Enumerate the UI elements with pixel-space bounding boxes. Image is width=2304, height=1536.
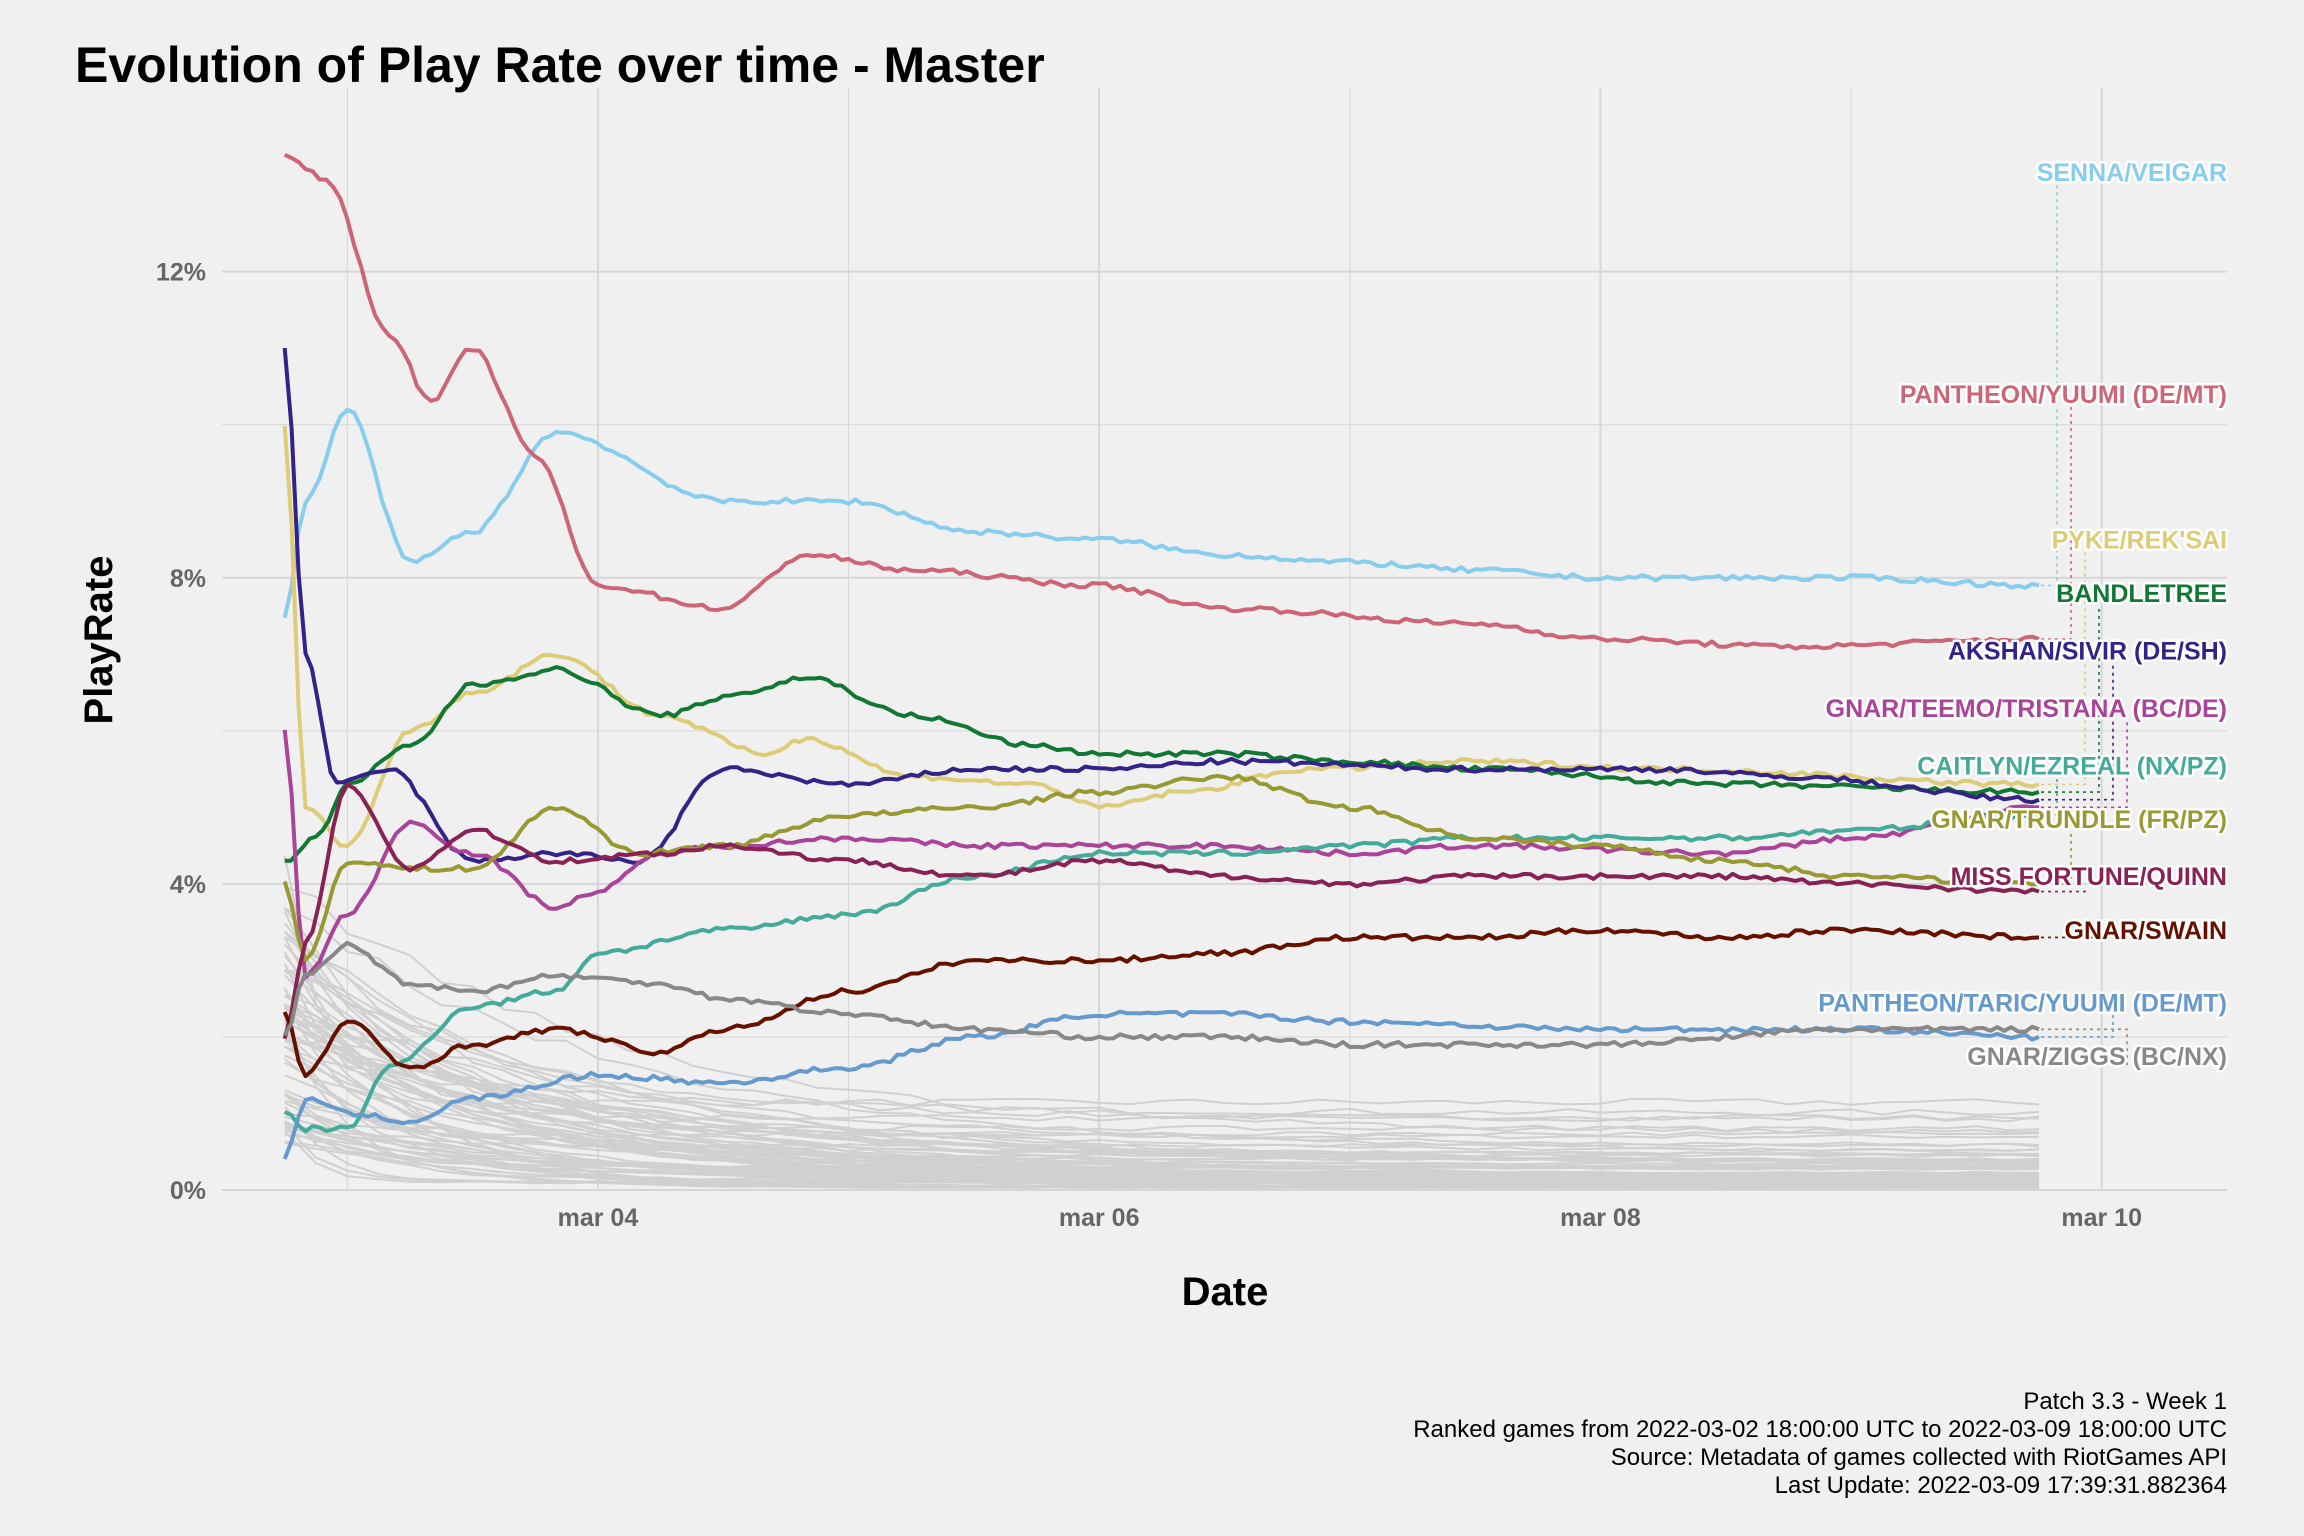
x-tick-label: mar 06 xyxy=(1059,1204,1140,1232)
series-label: GNAR/SWAIN xyxy=(2065,917,2228,945)
series-label: PANTHEON/TARIC/YUUMI (DE/MT) xyxy=(1818,990,2227,1018)
label-connector xyxy=(2041,1028,2128,1069)
x-axis-ticks: mar 04 mar 06 mar 08 mar 10 xyxy=(558,1204,2142,1232)
series-label: GNAR/TRUNDLE (FR/PZ) xyxy=(1931,806,2227,834)
label-connector xyxy=(2041,719,2128,809)
series-line xyxy=(283,813,2040,1134)
background-series-line xyxy=(284,1032,2040,1158)
label-connectors xyxy=(2041,184,2128,1069)
background-series-line xyxy=(284,1061,2040,1182)
background-series-line xyxy=(284,907,2040,1153)
series-label-halo: PANTHEON/YUUMI (DE/MT) xyxy=(1900,381,2227,409)
background-series-lines xyxy=(283,855,2040,1190)
series-line xyxy=(282,926,2040,1079)
background-series-line xyxy=(284,1020,2040,1164)
y-tick-label: 4% xyxy=(170,871,206,899)
caption-line-1: Patch 3.3 - Week 1 xyxy=(2023,1388,2227,1415)
series-line xyxy=(282,425,2040,848)
series-label: GNAR/ZIGGS (BC/NX) xyxy=(1967,1043,2227,1071)
y-axis-ticks: 0% 4% 8% 12% xyxy=(156,259,206,1205)
series-line xyxy=(282,347,2040,865)
caption: Patch 3.3 - Week 1 Ranked games from 202… xyxy=(1413,1388,2227,1499)
label-connector xyxy=(2041,406,2072,640)
series-label-halo: PYKE/REK'SAI xyxy=(2052,527,2227,555)
series-label: AKSHAN/SIVIR (DE/SH) xyxy=(1948,637,2227,665)
label-connector xyxy=(2041,1014,2114,1038)
caption-line-2: Ranked games from 2022-03-02 18:00:00 UT… xyxy=(1413,1416,2227,1443)
x-tick-label: mar 08 xyxy=(1560,1204,1641,1232)
series-line xyxy=(282,773,2040,962)
caption-line-3: Source: Metadata of games collected with… xyxy=(1611,1444,2227,1471)
label-connector xyxy=(2041,777,2058,816)
y-tick-label: 12% xyxy=(156,259,206,287)
series-line xyxy=(282,782,2040,1040)
background-series-line xyxy=(284,1074,2040,1187)
series-label-halo: BANDLETREE xyxy=(2056,580,2227,608)
series-label: SENNA/VEIGAR xyxy=(2037,159,2227,187)
series-label: BANDLETREE xyxy=(2056,580,2227,608)
series-label-halo: AKSHAN/SIVIR (DE/SH) xyxy=(1948,637,2227,665)
y-tick-label: 0% xyxy=(170,1177,206,1205)
background-series-line xyxy=(284,1006,2040,1176)
label-connector xyxy=(2041,184,2058,587)
background-series-line xyxy=(283,910,2040,1132)
chart-title: Evolution of Play Rate over time - Maste… xyxy=(75,37,1045,93)
series-label-halo: GNAR/TEEMO/TRISTANA (BC/DE) xyxy=(1826,695,2227,723)
y-tick-label: 8% xyxy=(170,565,206,593)
series-label: MISS FORTUNE/QUINN xyxy=(1951,863,2227,891)
label-connector xyxy=(2041,605,2100,793)
series-line xyxy=(282,940,2040,1050)
series-label-halo: SENNA/VEIGAR xyxy=(2037,159,2227,187)
background-series-line xyxy=(284,1040,2040,1153)
label-connector xyxy=(2041,830,2072,885)
series-line xyxy=(284,665,2040,863)
label-connector xyxy=(2041,936,2100,942)
x-axis-title: Date xyxy=(1182,1270,1269,1314)
background-series-line xyxy=(283,974,2040,1180)
series-line xyxy=(283,152,2040,651)
series-label-halo: CAITLYN/EZREAL (NX/PZ) xyxy=(1917,752,2227,780)
series-label: PANTHEON/YUUMI (DE/MT) xyxy=(1900,381,2227,409)
series-label: CAITLYN/EZREAL (NX/PZ) xyxy=(1917,752,2227,780)
series-label-halo: GNAR/SWAIN xyxy=(2065,917,2228,945)
series-label-halo: MISS FORTUNE/QUINN xyxy=(1951,863,2227,891)
label-connector xyxy=(2041,662,2114,801)
series-label: PYKE/REK'SAI xyxy=(2052,527,2227,555)
background-series-line xyxy=(284,1121,2040,1190)
series-line xyxy=(282,729,2040,980)
caption-line-4: Last Update: 2022-03-09 17:39:31.882364 xyxy=(1775,1472,2227,1499)
x-tick-label: mar 10 xyxy=(2061,1204,2142,1232)
label-connector xyxy=(2041,551,2086,786)
background-series-line xyxy=(283,963,2040,1122)
series-label: GNAR/TEEMO/TRISTANA (BC/DE) xyxy=(1826,695,2227,723)
y-axis-title: PlayRate xyxy=(77,556,121,725)
x-tick-label: mar 04 xyxy=(558,1204,639,1232)
series-line xyxy=(282,407,2040,619)
series-label-halo: PANTHEON/TARIC/YUUMI (DE/MT) xyxy=(1818,990,2227,1018)
label-connector xyxy=(2041,888,2086,893)
series-label-halo: GNAR/ZIGGS (BC/NX) xyxy=(1967,1043,2227,1071)
series-lines xyxy=(282,152,2040,1160)
series-label-halo: GNAR/TRUNDLE (FR/PZ) xyxy=(1931,806,2227,834)
